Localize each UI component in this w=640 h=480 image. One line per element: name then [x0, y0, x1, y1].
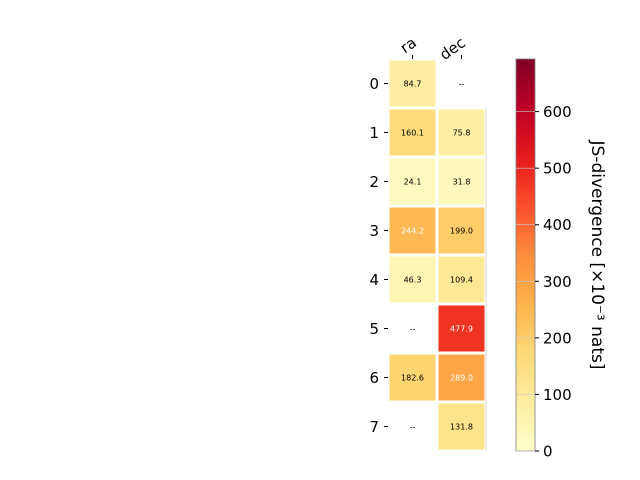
row-tick-label: 2 [369, 173, 379, 191]
colorbar-tick-label: 200 [543, 329, 572, 347]
heatmap-cell [389, 158, 436, 205]
heatmap-cell [438, 403, 485, 450]
row-tick-label: 3 [369, 222, 379, 240]
heatmap-cell [438, 305, 485, 352]
row-tick-label: 7 [369, 418, 379, 436]
colorbar-tick-label: 100 [543, 386, 572, 404]
colorbar-tick-label: 600 [543, 103, 572, 121]
heatmap-cell [438, 256, 485, 303]
colorbar-tick-label: 400 [543, 216, 572, 234]
cell-label: 109.4 [450, 276, 473, 285]
colorbar-tick-label: 300 [543, 273, 572, 291]
row-ticks: 0 1 2 3 4 5 6 7 [369, 75, 388, 436]
heatmap-cell [438, 158, 485, 205]
cell-label: 75.8 [453, 129, 471, 138]
heatmap-cell [438, 109, 485, 156]
cell-label: 24.1 [404, 178, 422, 187]
heatmap-cell [438, 207, 485, 254]
cell-label: -- [410, 325, 416, 334]
heatmap-cell [389, 207, 436, 254]
cell-label: 84.7 [404, 80, 422, 89]
cell-label: 131.8 [450, 423, 473, 432]
row-tick-label: 4 [369, 271, 379, 289]
heatmap-cell [438, 354, 485, 401]
row-tick-label: 1 [369, 124, 379, 142]
heatmap-cell [389, 256, 436, 303]
heatmap-cell [389, 109, 436, 156]
row-tick-label: 0 [369, 75, 379, 93]
cell-label: -- [459, 80, 465, 89]
cell-label: 289.0 [450, 374, 473, 383]
colorbar-tick-label: 500 [543, 160, 572, 178]
column-tick-label: dec [436, 34, 468, 64]
colorbar: 0 100 200 300 400 500 600 JS-divergence [×10⁻³… [515, 58, 607, 461]
cell-label: 244.2 [401, 227, 424, 236]
column-tick-label: ra [397, 34, 420, 58]
colorbar-ticks: 0 100 200 300 400 500 600 [516, 103, 572, 461]
cell-label: 199.0 [450, 227, 473, 236]
heatmap-axes: 84.7 -- 160.1 75.8 24.1 31.8 244.2 199.0 46.3 109… [369, 34, 487, 451]
colorbar-gradient [515, 58, 536, 452]
cell-label: 182.6 [401, 374, 424, 383]
cell-label: 46.3 [404, 276, 422, 285]
colorbar-label: JS-divergence [×10⁻³ nats] [587, 140, 607, 370]
row-tick-label: 6 [369, 369, 379, 387]
colorbar-tick-label: 0 [543, 443, 553, 461]
cell-label: -- [410, 423, 416, 432]
column-ticks: ra dec [397, 34, 469, 64]
heatmap-cell [389, 354, 436, 401]
row-tick-label: 5 [369, 320, 379, 338]
cell-label: 160.1 [401, 129, 424, 138]
cell-label: 31.8 [453, 178, 471, 187]
heatmap-cell [389, 60, 436, 107]
cell-labels: 84.7 -- 160.1 75.8 24.1 31.8 244.2 199.0 46.3 109… [401, 80, 473, 432]
heatmap-cells [389, 60, 485, 450]
cell-label: 477.9 [450, 325, 473, 334]
